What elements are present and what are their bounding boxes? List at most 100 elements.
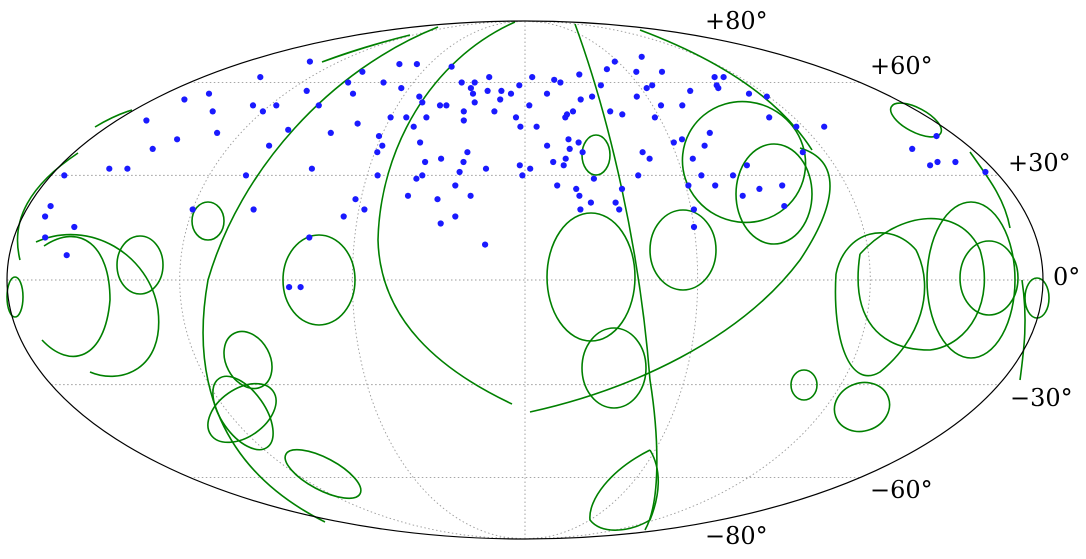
source-point xyxy=(550,158,557,166)
source-point xyxy=(259,108,266,115)
source-point xyxy=(375,133,383,140)
contour-line xyxy=(639,29,813,151)
source-point xyxy=(589,93,596,100)
contour-line xyxy=(284,448,362,500)
contour-line xyxy=(574,23,658,531)
source-point xyxy=(821,123,828,130)
source-point xyxy=(484,87,491,94)
source-point xyxy=(413,175,420,182)
source-point xyxy=(779,182,786,189)
source-point xyxy=(690,206,698,213)
contour-line xyxy=(681,100,807,224)
lat-tick-label: −60° xyxy=(870,476,933,504)
source-point xyxy=(410,123,417,130)
source-point xyxy=(563,111,571,118)
source-point xyxy=(374,149,381,156)
source-point xyxy=(689,155,696,162)
source-point xyxy=(315,102,322,109)
contour-line xyxy=(581,134,611,176)
source-point xyxy=(497,96,504,103)
source-point xyxy=(566,145,573,152)
source-point xyxy=(712,182,719,189)
source-point xyxy=(713,82,720,89)
contour-line xyxy=(94,109,133,128)
source-point xyxy=(143,117,150,124)
source-point xyxy=(745,90,753,97)
source-point xyxy=(491,108,498,115)
source-point xyxy=(303,87,310,94)
source-point xyxy=(619,111,626,118)
meridian-gridline xyxy=(524,20,699,540)
source-point xyxy=(517,123,524,130)
source-point xyxy=(419,99,426,106)
source-point xyxy=(469,90,477,97)
contour-line xyxy=(529,147,831,413)
contour-line xyxy=(191,201,225,241)
source-point xyxy=(576,192,583,199)
contour-line xyxy=(589,449,660,531)
source-point xyxy=(306,58,313,65)
latitude-tick-labels: +80° +60° +30° 0° −30° −60° −80° xyxy=(705,7,1080,550)
source-point xyxy=(577,96,584,103)
coordinate-grid xyxy=(7,20,1043,540)
source-point xyxy=(706,129,713,136)
source-point xyxy=(607,108,614,115)
source-point xyxy=(687,87,694,94)
source-point xyxy=(649,82,656,89)
source-point xyxy=(560,162,567,169)
source-point xyxy=(597,82,605,89)
source-point xyxy=(766,114,773,121)
source-point xyxy=(380,79,387,86)
source-point xyxy=(618,185,626,192)
source-point xyxy=(467,192,474,199)
sky-boundary xyxy=(6,20,1044,540)
source-point xyxy=(482,165,490,172)
source-point xyxy=(460,158,467,166)
source-point xyxy=(529,74,536,81)
source-point xyxy=(205,90,213,97)
source-point xyxy=(690,223,698,231)
source-point xyxy=(611,58,618,65)
source-point xyxy=(516,82,523,89)
source-point xyxy=(379,142,386,149)
source-point xyxy=(512,114,520,121)
source-point xyxy=(616,206,623,213)
source-point xyxy=(701,142,708,149)
contour-line xyxy=(833,381,891,433)
source-point xyxy=(327,129,334,136)
source-point xyxy=(285,126,292,133)
source-points xyxy=(42,53,989,291)
contour-line xyxy=(857,217,986,351)
source-point xyxy=(345,79,352,86)
source-point xyxy=(482,241,489,248)
contour-line xyxy=(581,327,647,409)
source-point xyxy=(952,158,959,166)
source-point xyxy=(359,68,366,75)
source-point xyxy=(569,108,577,115)
source-point xyxy=(63,252,70,259)
source-point xyxy=(452,182,459,189)
source-point xyxy=(448,63,455,70)
lat-tick-label: −80° xyxy=(705,522,768,550)
source-point xyxy=(61,172,68,179)
contour-line xyxy=(790,369,818,401)
source-point xyxy=(643,85,650,92)
source-point xyxy=(361,206,368,213)
source-point xyxy=(249,102,257,109)
source-point xyxy=(498,87,505,94)
contour-line xyxy=(1019,279,1026,381)
source-point xyxy=(257,74,264,81)
source-point xyxy=(909,145,916,152)
source-point xyxy=(174,136,181,143)
lat-tick-label: −30° xyxy=(1010,384,1073,412)
source-point xyxy=(486,74,493,81)
source-point xyxy=(573,185,580,192)
contour-line xyxy=(282,234,356,326)
source-point xyxy=(42,234,49,241)
source-point xyxy=(354,120,361,127)
source-point xyxy=(423,114,430,121)
source-point xyxy=(651,114,659,121)
source-point xyxy=(471,79,478,86)
source-point xyxy=(349,90,357,97)
